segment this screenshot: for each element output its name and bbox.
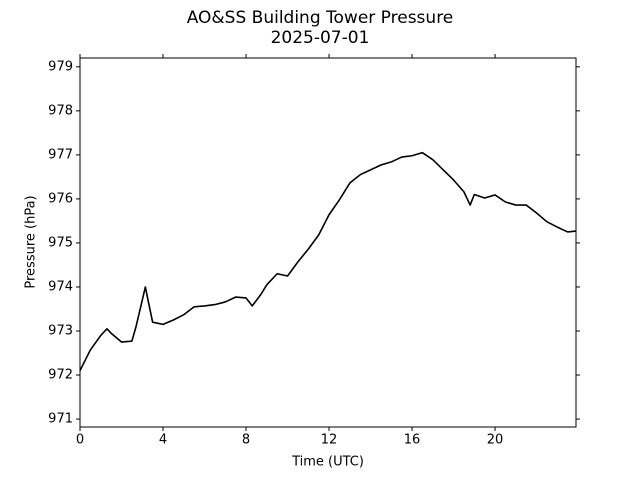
plot-frame [79, 57, 577, 428]
x-tick-label: 20 [487, 433, 504, 448]
x-tick-label: 0 [76, 433, 84, 448]
y-tick-label: 979 [48, 59, 73, 74]
y-axis-label: Pressure (hPa) [24, 195, 39, 288]
x-tick-label: 4 [159, 433, 167, 448]
data-line [79, 151, 577, 371]
y-tick-label: 972 [48, 368, 73, 383]
x-tick-label: 12 [321, 433, 338, 448]
x-tick-label: 16 [404, 433, 421, 448]
chart-title: AO&SS Building Tower Pressure [187, 8, 454, 28]
y-tick-label: 978 [48, 103, 73, 118]
y-tick-label: 973 [48, 324, 73, 339]
y-tick-label: 974 [48, 279, 73, 294]
y-tick-label: 977 [48, 147, 73, 162]
x-axis-label: Time (UTC) [291, 455, 364, 470]
y-tick-label: 976 [48, 191, 73, 206]
y-tick-label: 971 [48, 412, 73, 427]
y-tick-label: 975 [48, 235, 73, 250]
x-tick-label: 8 [242, 433, 250, 448]
chart-subtitle: 2025-07-01 [271, 28, 370, 48]
